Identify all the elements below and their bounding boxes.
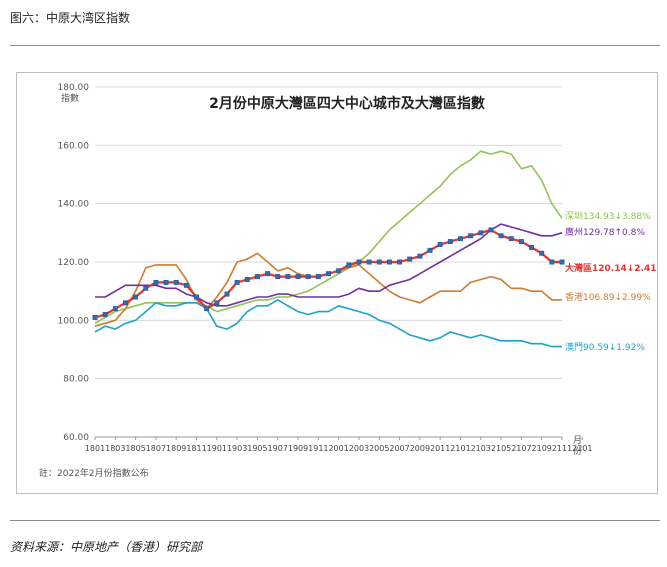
data-point-marker — [265, 271, 271, 277]
bottom-divider — [10, 520, 660, 521]
x-tick-label: 2001 — [328, 444, 348, 453]
x-tick-label: 1905 — [247, 444, 267, 453]
data-point-marker — [559, 259, 565, 265]
data-point-marker — [234, 279, 240, 285]
data-point-marker — [397, 259, 403, 265]
data-point-marker — [112, 306, 118, 312]
data-point-marker — [366, 259, 372, 265]
chart-footnote: 註：2022年2月份指數公布 — [39, 467, 149, 479]
series-line-1 — [95, 223, 563, 307]
data-point-marker — [183, 282, 189, 288]
data-point-marker — [539, 250, 545, 256]
x-tick-label: 2011 — [430, 444, 450, 453]
y-axis-label: 指數 — [61, 92, 79, 104]
data-point-marker — [224, 291, 230, 297]
y-tick-label: 180.00 — [58, 83, 90, 93]
data-point-marker — [326, 271, 331, 277]
data-point-marker — [275, 274, 281, 280]
x-axis-label: 月份 — [573, 435, 582, 457]
x-tick-label: 2107 — [511, 444, 531, 453]
data-point-marker — [153, 279, 159, 285]
chart-svg: 2月份中原大灣區四大中心城市及大灣區指數 指數 註：2022年2月份指數公布 6… — [39, 83, 666, 479]
x-tick-label: 1911 — [308, 444, 328, 453]
x-tick-label: 2005 — [369, 444, 389, 453]
data-point-marker — [447, 239, 453, 245]
x-tick-label: 1805 — [125, 444, 145, 453]
series-label: 廣州129.78↑0.8% — [565, 226, 645, 238]
x-tick-label: 2103 — [471, 444, 491, 453]
series-line-3 — [94, 252, 562, 327]
data-point-marker — [336, 268, 342, 274]
data-point-marker — [427, 247, 433, 253]
y-tick-label: 100.00 — [58, 316, 90, 326]
data-point-marker — [143, 285, 149, 291]
data-point-marker — [488, 227, 494, 233]
data-point-marker — [549, 259, 555, 265]
data-point-marker — [386, 259, 392, 265]
x-tick-label: 2109 — [532, 444, 552, 453]
chart-container: 2月份中原大灣區四大中心城市及大灣區指數 指數 註：2022年2月份指數公布 6… — [16, 72, 666, 494]
x-tick-label: 1811 — [186, 444, 206, 453]
x-tick-label: 2007 — [389, 444, 409, 453]
top-divider — [10, 45, 660, 46]
y-tick-label: 60.00 — [63, 433, 89, 443]
series-label: 深圳134.93↓3.88% — [565, 211, 651, 222]
x-tick-label: 1801 — [85, 444, 105, 453]
data-point-marker — [346, 262, 352, 268]
series-label: 香港106.89↓2.99% — [565, 291, 651, 303]
data-point-marker — [468, 233, 474, 239]
data-point-marker — [376, 259, 382, 265]
data-point-marker — [173, 279, 179, 285]
data-point-marker — [518, 239, 524, 245]
data-point-marker — [407, 256, 413, 262]
y-tick-label: 120.00 — [58, 258, 90, 268]
x-tick-label: 1807 — [146, 444, 166, 453]
data-point-marker — [458, 236, 463, 242]
series-line-4 — [94, 299, 562, 348]
x-tick-label: 2101 — [450, 444, 470, 453]
data-point-marker — [194, 294, 199, 300]
x-tick-label: 1809 — [166, 444, 186, 453]
data-point-marker — [92, 314, 98, 320]
data-point-marker — [315, 274, 321, 280]
data-point-marker — [204, 306, 210, 312]
data-point-marker — [244, 277, 250, 282]
data-point-marker — [417, 253, 423, 259]
data-point-marker — [478, 230, 484, 236]
y-tick-label: 80.00 — [63, 375, 89, 385]
data-point-marker — [285, 274, 291, 280]
x-tick-label: 2003 — [349, 444, 369, 453]
x-tick-label: 1901 — [207, 444, 227, 453]
y-tick-label: 140.00 — [58, 200, 90, 210]
data-point-marker — [254, 274, 260, 280]
data-point-marker — [102, 312, 108, 317]
source-note: 资料来源：中原地产（香港）研究部 — [10, 540, 203, 554]
data-point-marker — [305, 274, 311, 280]
data-point-marker — [356, 259, 362, 265]
chart-title: 2月份中原大灣區四大中心城市及大灣區指數 — [209, 95, 485, 112]
data-point-marker — [529, 244, 534, 250]
y-tick-label: 160.00 — [58, 141, 90, 151]
series-line-0 — [94, 150, 563, 324]
x-tick-label: 1803 — [105, 444, 125, 453]
data-point-marker — [437, 242, 443, 247]
x-tick-label: 2111 — [552, 444, 572, 453]
x-tick-label: 2009 — [410, 444, 430, 453]
data-point-marker — [163, 279, 169, 285]
data-point-marker — [123, 300, 128, 306]
data-point-marker — [508, 236, 514, 242]
data-point-marker — [295, 274, 301, 280]
series-label: 澳門90.59↓1.92% — [565, 341, 645, 353]
x-tick-label: 2201 — [572, 444, 592, 453]
figure-caption: 图六：中原大湾区指数 — [10, 11, 131, 25]
data-point-marker — [133, 294, 139, 300]
x-tick-label: 1907 — [268, 444, 288, 453]
x-tick-label: 1909 — [288, 444, 308, 453]
series-label: 大灣區120.14↓2.41% — [565, 262, 657, 274]
x-tick-label: 2105 — [491, 444, 511, 453]
data-point-marker — [214, 300, 220, 306]
data-point-marker — [498, 233, 504, 239]
x-tick-label: 1903 — [227, 444, 247, 453]
